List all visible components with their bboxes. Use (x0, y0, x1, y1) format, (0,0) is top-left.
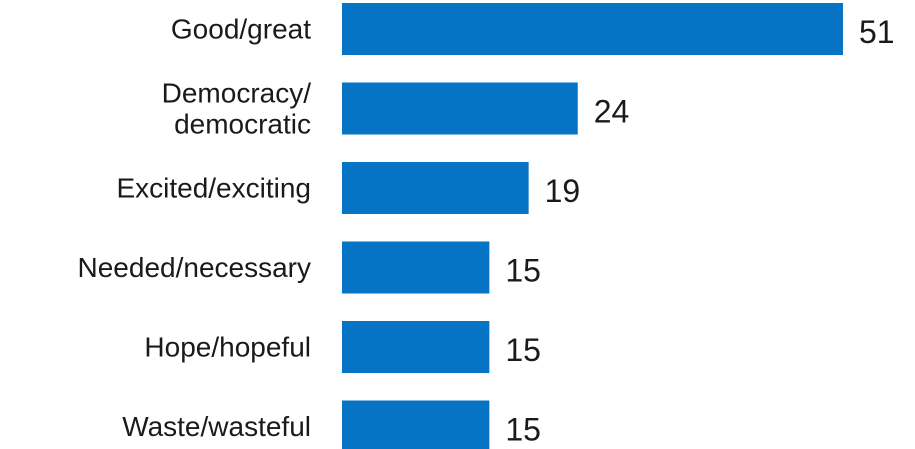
bar-0 (342, 3, 843, 55)
value-label-1: 24 (594, 94, 630, 130)
value-labels-group: 51 24 19 15 15 15 (505, 14, 894, 448)
value-label-2: 19 (545, 173, 581, 209)
category-labels-group: Good/great Democracy/democratic Excited/ex… (78, 14, 312, 443)
bar-1 (342, 82, 578, 135)
category-label-1-line-1: democratic (174, 109, 311, 140)
bars-group (342, 3, 843, 449)
category-label-0: Good/great (171, 14, 311, 45)
category-label-5: Waste/wasteful (122, 411, 311, 442)
category-label-4: Hope/hopeful (144, 332, 311, 363)
bar-4 (342, 321, 490, 373)
category-label-1-line-0: Democracy/ (162, 78, 312, 109)
bar-3 (342, 241, 490, 294)
category-label-2: Excited/exciting (116, 173, 311, 204)
value-label-0: 51 (859, 14, 895, 50)
category-label-3: Needed/necessary (78, 252, 311, 283)
value-label-4: 15 (505, 332, 541, 368)
bar-2 (342, 162, 529, 214)
value-label-5: 15 (505, 412, 541, 448)
value-label-3: 15 (505, 253, 541, 289)
bar-5 (342, 400, 490, 449)
